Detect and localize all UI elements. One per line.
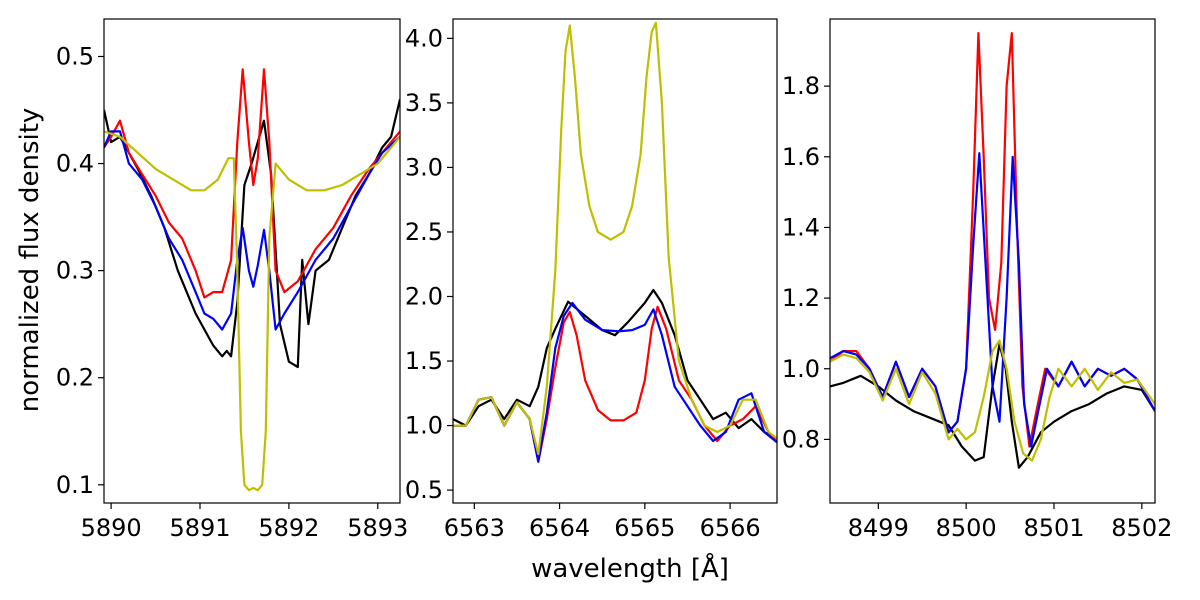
x-tick-label: 6563 (444, 514, 505, 542)
series-model-blue-line (104, 130, 400, 331)
x-tick-label: 5891 (169, 514, 230, 542)
x-tick-label: 5890 (81, 514, 142, 542)
plot-frame (829, 18, 1156, 504)
x-axis-label: wavelength [Å] (531, 552, 729, 584)
series-model-red-line (104, 68, 400, 299)
series-group (830, 32, 1155, 469)
series-model-blue-line (830, 152, 1155, 448)
x-tick-label: 6565 (614, 514, 675, 542)
series-observed-line (453, 288, 777, 440)
y-tick-label: 4.0 (405, 24, 443, 52)
y-tick-label: 0.4 (56, 150, 94, 178)
y-tick-label: 1.5 (405, 347, 443, 375)
y-tick-label: 2.0 (405, 282, 443, 310)
x-tick-label: 6566 (700, 514, 761, 542)
series-model-yellow-line (830, 339, 1155, 462)
x-tick-label: 5892 (258, 514, 319, 542)
series-group (453, 21, 777, 463)
y-tick-label: 3.0 (405, 153, 443, 181)
y-tick-label: 0.3 (56, 257, 94, 285)
y-tick-label: 0.2 (56, 364, 94, 392)
panel-right: 8499 8500 8501 8502 0.8 1.0 1.2 1.4 1.6 1.8 (782, 18, 1172, 542)
x-tick-label: 5893 (347, 514, 408, 542)
panel-left: 5890 5891 5892 5893 0.1 0.2 0.3 0.4 0.5 (56, 18, 408, 542)
plot-frame (452, 18, 778, 504)
y-tick-label: 1.4 (782, 213, 820, 241)
y-tick-label: 0.1 (56, 471, 94, 499)
y-tick-label: 0.8 (782, 425, 820, 453)
y-tick-label: 3.5 (405, 89, 443, 117)
x-tick-label: 8499 (848, 514, 909, 542)
series-group (104, 68, 400, 492)
y-tick-label: 1.0 (782, 355, 820, 383)
y-tick-label: 1.2 (782, 284, 820, 312)
y-tick-label: 0.5 (56, 42, 94, 70)
plot-frame (103, 18, 401, 504)
series-model-yellow-line (104, 130, 400, 492)
x-tick-label: 8500 (936, 514, 997, 542)
x-tick-label: 8501 (1023, 514, 1084, 542)
x-tick-label: 8502 (1111, 514, 1172, 542)
y-axis-label: normalized flux density (15, 108, 45, 413)
y-tick-label: 1.6 (782, 143, 820, 171)
y-tick-label: 1.0 (405, 412, 443, 440)
panel-middle: 6563 6564 6565 6566 0.5 1.0 1.5 2.0 2.5 3.0 3.5 4.0 (405, 18, 778, 542)
y-tick-label: 2.5 (405, 218, 443, 246)
x-tick-label: 6564 (529, 514, 590, 542)
y-tick-label: 1.8 (782, 72, 820, 100)
y-tick-label: 0.5 (405, 476, 443, 504)
series-model-yellow-line (453, 21, 777, 456)
